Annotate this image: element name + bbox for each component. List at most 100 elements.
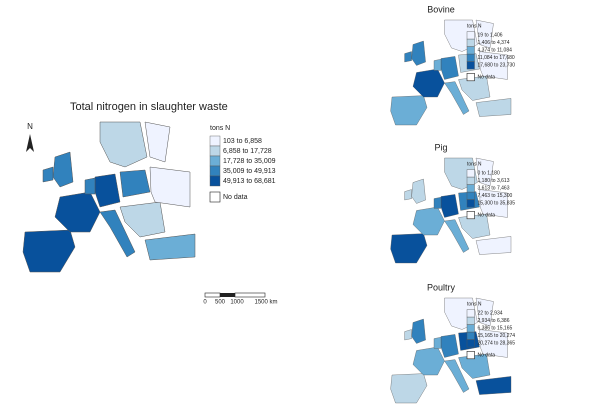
country	[440, 56, 459, 80]
legend-label: No data	[478, 352, 496, 358]
legend-swatch	[209, 135, 221, 147]
panel-title: Bovine	[427, 4, 455, 14]
legend-swatch	[466, 46, 475, 55]
legend-label: 103 to 6,858	[223, 138, 262, 145]
country	[444, 359, 470, 393]
country	[475, 376, 512, 395]
country	[144, 233, 196, 261]
scale-label: 500	[215, 300, 226, 306]
scale-label: 1000	[230, 300, 244, 306]
country	[458, 75, 491, 101]
country	[149, 166, 191, 208]
country	[475, 19, 494, 49]
country	[475, 157, 494, 187]
country	[390, 95, 428, 126]
legend-label: 15,165 to 20,274	[478, 333, 516, 339]
legend-label: 11,084 to 17,680	[478, 55, 515, 61]
legend-swatch	[466, 31, 475, 40]
legend-label: 6,386 to 15,165	[478, 326, 513, 332]
country	[99, 121, 148, 168]
legend-swatch	[209, 155, 221, 167]
country	[433, 336, 442, 349]
country	[390, 233, 428, 264]
country	[433, 58, 442, 71]
country	[119, 201, 166, 238]
legend-swatch	[466, 339, 475, 348]
legend-swatch	[466, 324, 475, 333]
legend-label: 22 to 2,934	[478, 311, 503, 317]
legend-label: No data	[223, 194, 248, 201]
country	[52, 151, 74, 188]
country	[479, 329, 508, 358]
country	[99, 209, 136, 258]
country	[440, 194, 459, 218]
legend-swatch	[466, 316, 475, 325]
legend-label: 17,680 to 23,730	[478, 63, 516, 69]
legend-swatch	[466, 38, 475, 47]
country	[54, 191, 101, 233]
legend-swatch	[466, 61, 475, 70]
legend-swatch	[466, 176, 475, 185]
panel-title: Poultry	[427, 282, 456, 292]
legend-label: 35,009 to 49,913	[223, 168, 276, 175]
legend-swatch	[466, 169, 475, 178]
country	[444, 219, 470, 253]
legend-label: 17,728 to 35,009	[223, 158, 276, 165]
country	[444, 81, 470, 115]
country	[119, 169, 151, 198]
legend-label: 15,300 to 35,835	[478, 201, 516, 207]
country	[94, 173, 121, 208]
legend-swatch	[466, 184, 475, 193]
country	[475, 98, 512, 117]
legend-swatch	[466, 211, 475, 220]
country	[475, 297, 494, 327]
legend-swatch	[466, 309, 475, 318]
country	[440, 334, 459, 358]
legend-title: tons N	[467, 161, 482, 167]
country	[458, 353, 491, 379]
legend-swatch	[209, 165, 221, 177]
main-title: Total nitrogen in slaughter waste	[70, 101, 228, 113]
country	[412, 68, 445, 98]
legend-label: 19 to 1,406	[478, 33, 503, 39]
legend-label: 6,858 to 17,728	[223, 148, 272, 155]
legend-label: 0 to 1,180	[478, 171, 500, 177]
country	[412, 206, 445, 236]
country	[22, 229, 76, 273]
map	[22, 121, 196, 273]
legend-swatch	[209, 175, 221, 187]
country	[475, 236, 512, 255]
country	[42, 166, 54, 183]
country	[84, 177, 96, 195]
legend-swatch	[466, 199, 475, 208]
legend-swatch	[466, 53, 475, 62]
scale-label: 0	[203, 300, 207, 306]
legend-label: 20,274 to 28,365	[478, 341, 516, 347]
legend-swatch	[466, 73, 475, 82]
legend-label: 49,913 to 68,681	[223, 178, 276, 185]
legend-label: 3,613 to 7,463	[478, 186, 510, 192]
legend-swatch	[209, 191, 221, 203]
country	[412, 346, 445, 376]
country	[144, 121, 171, 163]
legend-label: 2,934 to 6,386	[478, 318, 510, 324]
scale-label: 1500 km	[254, 300, 277, 306]
country	[411, 178, 426, 204]
legend-title: tons N	[467, 23, 482, 29]
legend-swatch	[209, 145, 221, 157]
legend-title: tons N	[210, 125, 230, 132]
panel-title: Pig	[434, 142, 447, 152]
country	[404, 51, 412, 63]
country	[433, 196, 442, 209]
country	[411, 318, 426, 344]
country	[458, 213, 491, 239]
legend-swatch	[466, 350, 475, 360]
legend-label: 1,406 to 4,374	[478, 40, 510, 46]
legend-swatch	[466, 191, 475, 200]
country	[404, 329, 412, 341]
country	[390, 373, 428, 404]
north-arrow	[26, 134, 34, 152]
legend-swatch	[466, 331, 475, 340]
country	[479, 51, 508, 80]
